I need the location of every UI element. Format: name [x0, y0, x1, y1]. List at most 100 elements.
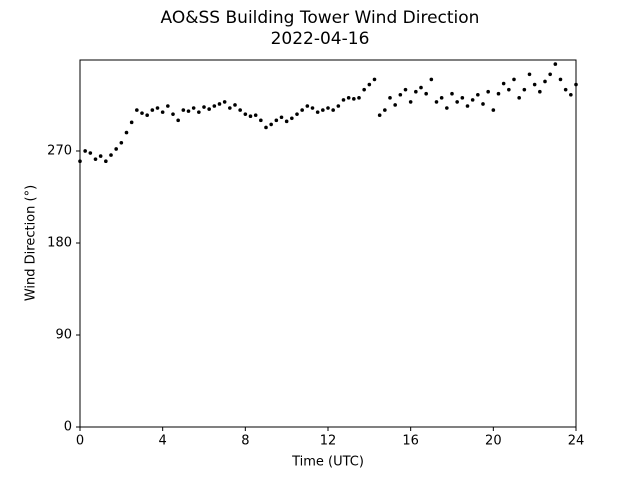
- data-point: [357, 96, 361, 100]
- data-point: [393, 103, 397, 107]
- data-point: [512, 77, 516, 82]
- data-point: [408, 100, 413, 104]
- data-point: [486, 89, 490, 94]
- data-point: [150, 108, 155, 112]
- data-point: [563, 87, 568, 92]
- data-point: [569, 92, 573, 97]
- x-tick-label: 20: [485, 434, 502, 449]
- data-point: [186, 109, 191, 113]
- data-point: [481, 102, 485, 106]
- data-point: [538, 89, 542, 94]
- data-point: [171, 112, 175, 116]
- data-point: [305, 104, 310, 108]
- y-tick-label: 270: [47, 143, 72, 158]
- data-point: [284, 119, 289, 124]
- chart-subtitle: 2022-04-16: [271, 29, 370, 49]
- data-point: [383, 108, 387, 112]
- data-point: [88, 151, 93, 155]
- data-point: [470, 98, 475, 102]
- data-point: [181, 108, 186, 112]
- data-point: [310, 106, 315, 110]
- data-point: [388, 96, 392, 100]
- data-point: [424, 91, 428, 96]
- data-point: [238, 108, 242, 112]
- data-point: [439, 96, 444, 100]
- y-axis-label: Wind Direction (°): [24, 185, 39, 301]
- data-point: [104, 159, 108, 164]
- plot-frame: [79, 59, 577, 428]
- data-point: [300, 108, 304, 112]
- data-point: [326, 106, 330, 110]
- y-tick-label: 180: [47, 235, 72, 250]
- x-tick-label: 0: [76, 434, 84, 449]
- data-point: [259, 118, 263, 123]
- data-point: [460, 96, 465, 100]
- data-point: [119, 141, 124, 145]
- data-point: [83, 149, 87, 153]
- data-point: [403, 87, 408, 92]
- data-point: [217, 102, 222, 106]
- data-point: [290, 116, 294, 121]
- data-point: [352, 97, 356, 101]
- data-point: [222, 100, 227, 104]
- data-point: [264, 125, 268, 130]
- data-point: [574, 82, 578, 87]
- data-point: [228, 106, 232, 110]
- data-point: [419, 85, 423, 90]
- data-point: [166, 104, 170, 108]
- data-point: [155, 106, 160, 110]
- data-point: [176, 118, 180, 123]
- data-point: [129, 120, 134, 125]
- data-point: [501, 81, 506, 86]
- data-point: [367, 82, 372, 87]
- data-point: [414, 89, 418, 94]
- data-point: [434, 100, 439, 104]
- data-point: [465, 104, 470, 108]
- data-point: [476, 92, 480, 97]
- data-point: [197, 110, 201, 114]
- data-point: [398, 92, 403, 97]
- data-point: [212, 104, 217, 108]
- data-point: [445, 106, 449, 110]
- data-point: [553, 62, 558, 66]
- x-tick-label: 16: [402, 434, 419, 449]
- data-point: [527, 72, 532, 77]
- data-point: [279, 115, 284, 120]
- data-point: [202, 105, 206, 109]
- y-tick-label: 0: [64, 420, 72, 435]
- data-point: [145, 113, 149, 118]
- data-point: [98, 154, 103, 158]
- data-point: [248, 114, 253, 119]
- data-point: [140, 111, 144, 115]
- data-point: [455, 100, 459, 104]
- data-point: [496, 91, 501, 96]
- chart-title: AO&SS Building Tower Wind Direction: [161, 8, 480, 28]
- data-point: [160, 110, 165, 114]
- x-tick-label: 8: [241, 434, 249, 449]
- data-point: [532, 82, 537, 87]
- data-point: [341, 98, 346, 102]
- data-point: [114, 147, 118, 151]
- data-point: [135, 108, 139, 112]
- data-point: [315, 110, 320, 114]
- data-point: [191, 106, 196, 110]
- data-point: [321, 108, 325, 112]
- data-point: [543, 79, 547, 84]
- data-point: [372, 77, 377, 82]
- data-point: [124, 130, 129, 135]
- data-point: [78, 159, 82, 164]
- x-tick-label: 4: [159, 434, 167, 449]
- data-point: [362, 87, 366, 92]
- data-point: [346, 96, 351, 100]
- y-tick-label: 90: [55, 327, 72, 342]
- data-point: [548, 72, 552, 77]
- data-point: [269, 122, 273, 127]
- data-point: [336, 104, 341, 108]
- data-point: [450, 91, 454, 96]
- data-point: [93, 157, 98, 161]
- data-point: [109, 153, 113, 157]
- data-point: [331, 108, 335, 112]
- data-point: [207, 107, 211, 111]
- data-point: [253, 113, 258, 118]
